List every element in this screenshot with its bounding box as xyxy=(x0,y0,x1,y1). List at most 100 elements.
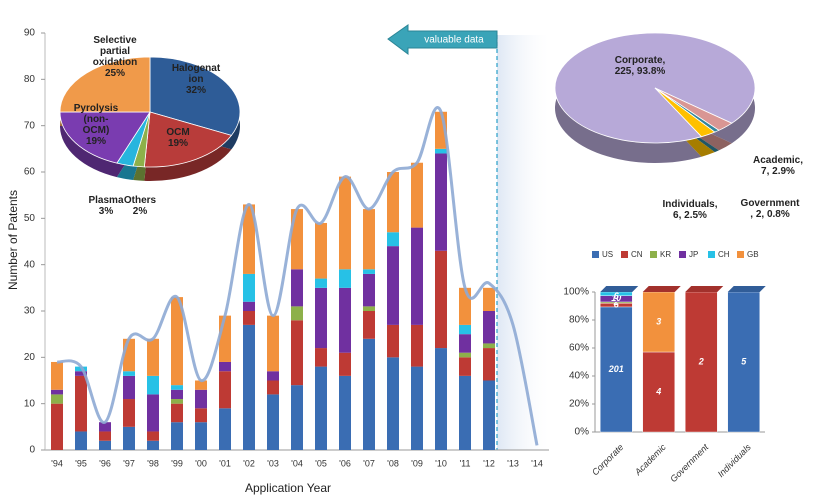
legend-label: CH xyxy=(718,250,730,259)
bar-segment xyxy=(51,389,63,395)
pie-label-line: , 2, 0.8% xyxy=(750,209,790,220)
bar-segment xyxy=(219,315,231,362)
bar-segment xyxy=(219,371,231,409)
x-tick-label: '07 xyxy=(363,458,375,468)
legend-label: GB xyxy=(747,250,759,259)
pie-label-line: Government xyxy=(741,198,801,209)
bar-segment xyxy=(363,311,375,339)
y-tick-label: 30 xyxy=(24,306,36,317)
legend-swatch xyxy=(650,251,657,258)
legend-swatch xyxy=(708,251,715,258)
bar-segment xyxy=(51,361,63,390)
data-label: 201 xyxy=(608,364,624,374)
annotation-arrow xyxy=(387,24,498,55)
bar-segment xyxy=(171,389,183,400)
pie-label-line: 6, 2.5% xyxy=(673,210,707,221)
bar-segment xyxy=(51,403,63,450)
pie-label-line: Pyrolysis xyxy=(74,103,119,114)
bar-segment xyxy=(483,343,495,349)
legend-swatch xyxy=(621,251,628,258)
bar-segment xyxy=(642,351,675,433)
bar-segment xyxy=(459,334,471,353)
pie-label-line: 32% xyxy=(186,85,206,96)
bar-segment xyxy=(435,148,447,154)
y-tick-label: 60% xyxy=(569,343,589,354)
pie-label-line: 19% xyxy=(168,138,188,149)
x-tick-label: '03 xyxy=(267,458,279,468)
bar-segment xyxy=(291,385,303,450)
bar-segment xyxy=(411,324,423,367)
legend-label: KR xyxy=(660,250,671,259)
pie-label: Government, 2, 0.8% xyxy=(741,198,801,220)
bar-segment xyxy=(195,422,207,450)
pie-label-line: OCM) xyxy=(83,125,110,136)
bar-segment xyxy=(51,394,63,404)
bar-segment xyxy=(147,431,159,441)
bar-segment xyxy=(483,311,495,344)
pie-label: Corporate, 225, 93.8% xyxy=(615,55,666,77)
bar-segment xyxy=(315,278,327,288)
bar-segment xyxy=(435,153,447,251)
bar-top xyxy=(727,286,766,292)
pie-label: Others 2% xyxy=(124,195,157,217)
x-tick-label: Government xyxy=(668,442,710,484)
x-tick-label: '13 xyxy=(507,458,519,468)
data-label: 5 xyxy=(741,356,747,366)
x-tick-label: '05 xyxy=(315,458,327,468)
pie-label: Individuals, 6, 2.5% xyxy=(662,199,717,221)
y-tick-label: 80 xyxy=(24,74,36,85)
x-tick-label: Corporate xyxy=(590,442,625,477)
pie-label-line: Others xyxy=(124,195,157,206)
bar-segment xyxy=(243,204,255,274)
y-tick-label: 90 xyxy=(24,28,36,39)
y-tick-label: 10 xyxy=(24,398,36,409)
bar-segment xyxy=(315,287,327,349)
bar-segment xyxy=(363,269,375,274)
y-tick-label: 40% xyxy=(569,371,589,382)
y-tick-label: 40 xyxy=(24,259,36,270)
bar-segment xyxy=(642,291,675,353)
bar-segment xyxy=(171,399,183,404)
bar-top xyxy=(685,286,724,292)
y-axis-title: Number of Patents xyxy=(6,190,20,290)
bar-segment xyxy=(435,250,447,349)
bar-segment xyxy=(387,172,399,233)
bar-segment xyxy=(339,269,351,288)
x-axis-title: Application Year xyxy=(245,481,331,495)
bar-segment xyxy=(171,403,183,423)
y-tick-label: 80% xyxy=(569,315,589,326)
bar-segment xyxy=(171,422,183,450)
bar-segment xyxy=(483,348,495,381)
y-tick-label: 60 xyxy=(24,167,36,178)
bar-segment xyxy=(267,380,279,395)
x-tick-label: '97 xyxy=(123,458,135,468)
bar-segment xyxy=(387,246,399,325)
pie-slice xyxy=(149,56,241,136)
bar-segment xyxy=(147,375,159,395)
pie-label-line: 2% xyxy=(133,206,148,217)
bar-segment xyxy=(459,357,471,376)
bar-segment xyxy=(75,431,87,450)
pie-label-line: 225, 93.8% xyxy=(615,66,666,77)
annotation: valuable data xyxy=(424,35,484,46)
x-tick-label: '09 xyxy=(411,458,423,468)
y-tick-label: 0 xyxy=(29,445,35,456)
bar-segment xyxy=(483,380,495,450)
y-tick-label: 20% xyxy=(569,399,589,410)
pie-label-line: oxidation xyxy=(93,57,137,68)
legend-label: JP xyxy=(689,250,698,259)
x-tick-label: '98 xyxy=(147,458,159,468)
bar-segment xyxy=(243,311,255,325)
pie-label-line: Individuals, xyxy=(662,199,717,210)
bar-segment xyxy=(123,371,135,376)
bar-segment xyxy=(459,375,471,450)
legend-swatch xyxy=(592,251,599,258)
bar-top xyxy=(642,286,681,292)
pie-label-line: Corporate, xyxy=(615,55,666,66)
x-tick-label: '99 xyxy=(171,458,183,468)
y-tick-label: 0% xyxy=(575,427,590,438)
bar-segment xyxy=(363,209,375,270)
pie-slice xyxy=(59,56,151,113)
bar-segment xyxy=(291,320,303,386)
